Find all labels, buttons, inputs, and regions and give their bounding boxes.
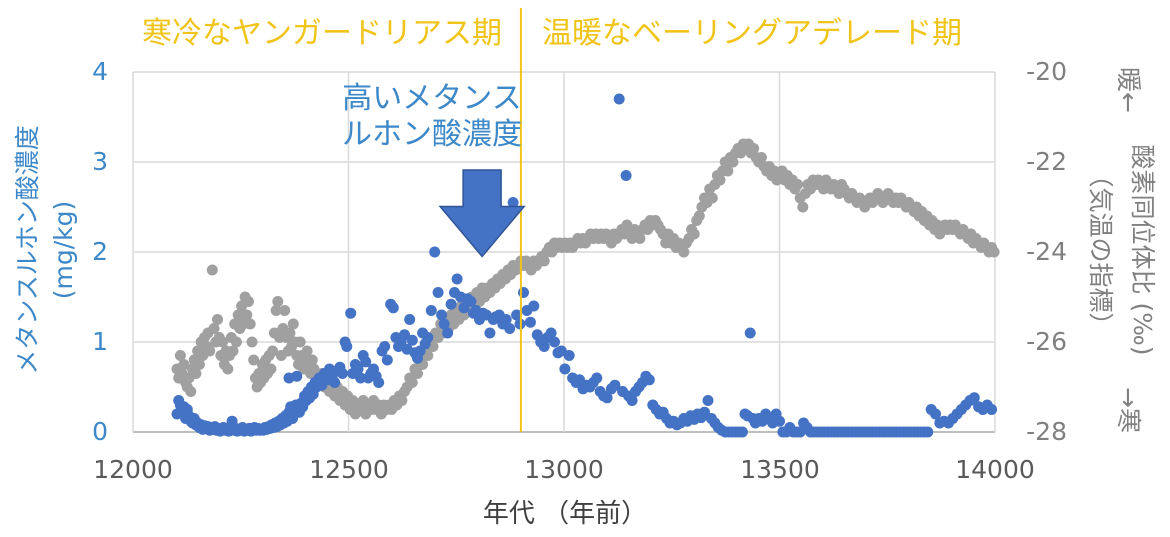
- msa-point: [564, 350, 575, 361]
- right-bottom-note: →寒: [1114, 387, 1143, 433]
- isotope-point: [231, 337, 242, 348]
- x-tick-13500: 13500: [740, 455, 820, 484]
- annotation-arrow: [440, 170, 524, 257]
- isotope-point: [207, 265, 218, 276]
- msa-point: [621, 170, 632, 181]
- isotope-point: [204, 346, 215, 357]
- x-tick-12500: 12500: [309, 455, 389, 484]
- msa-point: [703, 395, 714, 406]
- right-axis-sublabel: （気温の指標）: [1086, 162, 1115, 337]
- right-axis-ticks: -20 -22 -24 -26 -28: [1026, 57, 1067, 446]
- isotope-point: [185, 386, 196, 397]
- right-tick-minus24: -24: [1026, 237, 1067, 266]
- msa-point: [559, 364, 570, 375]
- x-tick-13000: 13000: [524, 455, 604, 484]
- x-tick-12000: 12000: [93, 455, 173, 484]
- msa-point: [382, 355, 393, 366]
- isotope-point: [288, 319, 299, 330]
- msa-point: [337, 368, 348, 379]
- right-top-note: 暖←: [1114, 67, 1143, 113]
- msa-series: [172, 94, 998, 438]
- msa-point: [407, 335, 418, 346]
- msa-point: [525, 317, 536, 328]
- msa-point: [284, 373, 295, 384]
- msa-point: [504, 323, 515, 334]
- isotope-point: [792, 179, 803, 190]
- msa-point: [986, 404, 997, 415]
- isotope-point: [797, 202, 808, 213]
- msa-point: [528, 301, 539, 312]
- msa-point: [644, 374, 655, 385]
- isotope-point: [689, 229, 700, 240]
- msa-point: [422, 332, 433, 343]
- annotation-line1: 高いメタンス: [342, 81, 521, 116]
- msa-point: [442, 328, 453, 339]
- left-axis-label-line1: メタンスルホン酸濃度: [13, 125, 42, 375]
- msa-point: [345, 308, 356, 319]
- msa-point: [484, 328, 495, 339]
- msa-point: [341, 341, 352, 352]
- left-tick-2: 2: [92, 237, 108, 266]
- left-tick-0: 0: [92, 417, 108, 446]
- isotope-point: [245, 319, 256, 330]
- isotope-point: [212, 314, 223, 325]
- period-label-bolling-allerod: 温暖なベーリングアデレード期: [542, 16, 962, 51]
- msa-point: [518, 287, 529, 298]
- left-tick-1: 1: [92, 327, 108, 356]
- msa-point: [774, 416, 785, 427]
- left-axis-label-line2: (mg/kg): [49, 201, 78, 300]
- x-axis-label: 年代 （年前）: [483, 499, 647, 529]
- isotope-point: [295, 337, 306, 348]
- left-axis-ticks: 0 1 2 3 4: [92, 57, 108, 446]
- msa-point: [737, 427, 748, 438]
- isotope-point: [279, 305, 290, 316]
- x-axis-ticks: 12000 12500 13000 13500 14000: [93, 455, 1035, 484]
- msa-point: [452, 274, 463, 285]
- msa-point: [614, 94, 625, 105]
- msa-point: [549, 337, 560, 348]
- msa-point: [433, 287, 444, 298]
- msa-point: [388, 302, 399, 313]
- right-tick-minus22: -22: [1026, 147, 1067, 176]
- left-tick-4: 4: [92, 57, 108, 86]
- right-axis-label: 酸素同位体比 (‰): [1128, 145, 1157, 356]
- left-tick-3: 3: [92, 147, 108, 176]
- msa-point: [373, 377, 384, 388]
- isotope-point: [222, 364, 233, 375]
- msa-point: [922, 427, 933, 438]
- isotope-point: [272, 296, 283, 307]
- msa-point: [429, 247, 440, 258]
- annotation-line2: ルホン酸濃度: [342, 117, 522, 152]
- isotope-point: [247, 337, 258, 348]
- right-tick-minus28: -28: [1026, 417, 1067, 446]
- msa-point: [404, 314, 415, 325]
- period-label-younger-dryas: 寒冷なヤンガードリアス期: [142, 16, 502, 51]
- isotope-point: [707, 193, 718, 204]
- msa-point: [591, 373, 602, 384]
- right-tick-minus26: -26: [1026, 327, 1067, 356]
- right-tick-minus20: -20: [1026, 57, 1067, 86]
- msa-point: [329, 377, 340, 388]
- isotope-point: [243, 296, 254, 307]
- msa-point: [426, 305, 437, 316]
- isotope-point: [989, 247, 1000, 258]
- msa-point: [745, 328, 756, 339]
- msa-point: [379, 341, 390, 352]
- x-tick-14000: 14000: [955, 455, 1035, 484]
- isotope-point: [265, 364, 276, 375]
- msa-point: [446, 299, 457, 310]
